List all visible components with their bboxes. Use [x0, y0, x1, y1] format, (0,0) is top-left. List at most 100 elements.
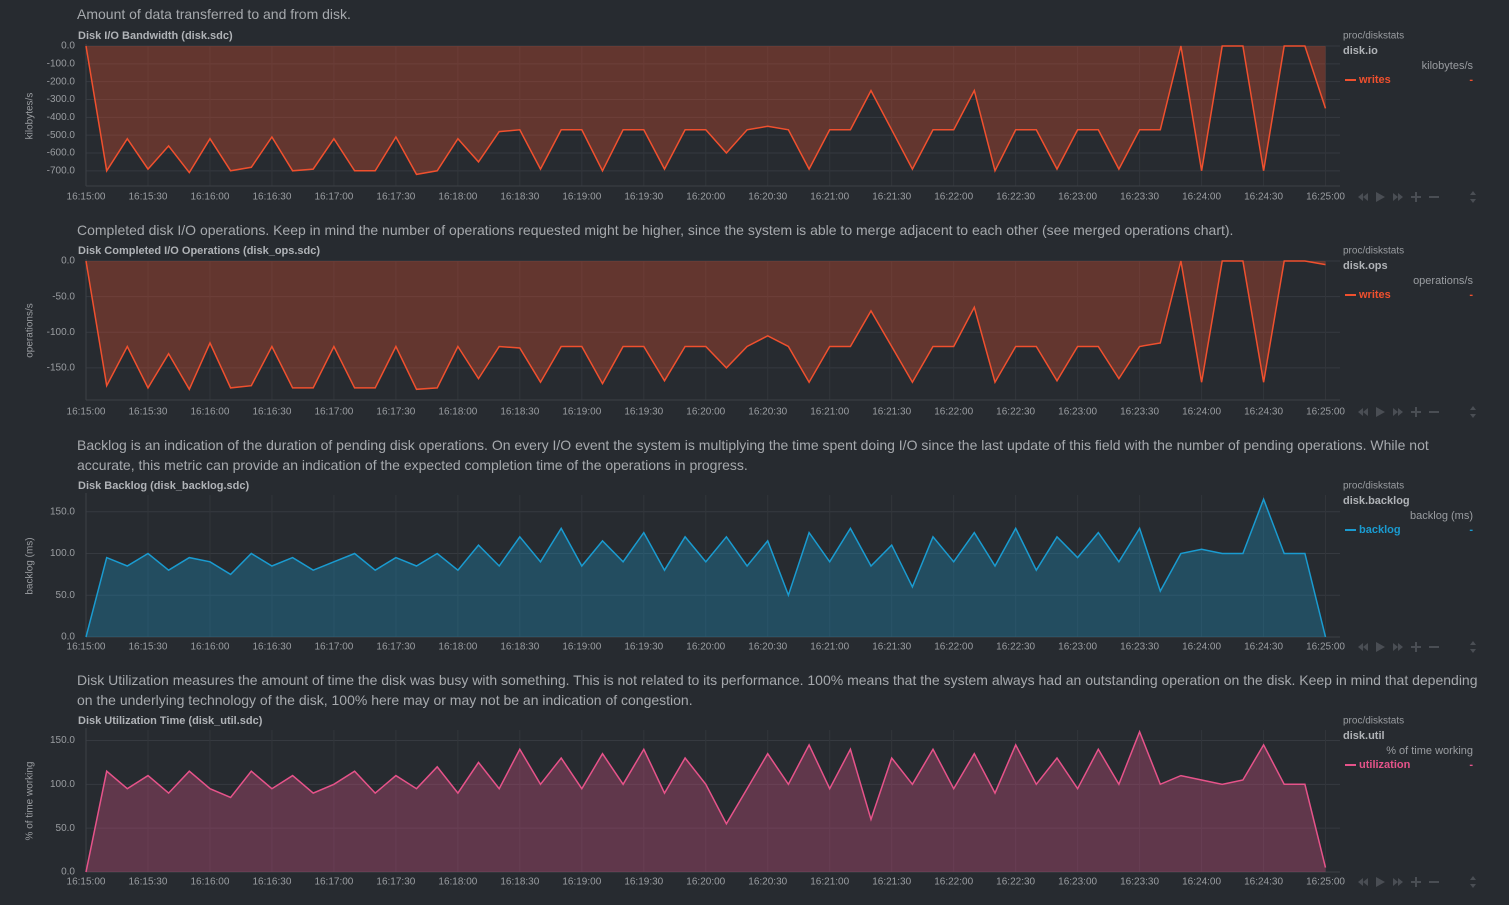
legend-value: - [1469, 289, 1473, 301]
x-tick-label: 16:23:30 [1120, 407, 1159, 418]
y-tick-label: 100.0 [50, 548, 75, 559]
series-area [86, 261, 1326, 390]
pan-right-button[interactable] [1393, 408, 1403, 416]
x-tick-label: 16:22:00 [934, 642, 973, 653]
x-tick-label: 16:23:30 [1120, 192, 1159, 203]
y-tick-label: 0.0 [61, 256, 75, 267]
x-tick-label: 16:17:00 [314, 192, 353, 203]
x-tick-label: 16:22:30 [996, 192, 1035, 203]
y-axis-label: operations/s [25, 303, 36, 357]
x-tick-label: 16:19:30 [624, 407, 663, 418]
x-tick-label: 16:18:30 [500, 407, 539, 418]
x-tick-label: 16:22:30 [996, 877, 1035, 888]
pan-left-button[interactable] [1358, 878, 1368, 886]
x-tick-label: 16:23:00 [1058, 877, 1097, 888]
x-tick-label: 16:19:00 [562, 407, 601, 418]
x-tick-label: 16:20:00 [686, 642, 725, 653]
x-tick-label: 16:20:30 [748, 407, 787, 418]
resize-handle[interactable] [1470, 406, 1476, 418]
legend-entry[interactable]: utilization [1359, 759, 1411, 771]
series-area [86, 46, 1326, 175]
legend-entry[interactable]: writes [1358, 74, 1391, 86]
chart-title: Disk Backlog (disk_backlog.sdc) [78, 480, 250, 492]
x-tick-label: 16:24:00 [1182, 877, 1221, 888]
x-tick-label: 16:19:30 [624, 642, 663, 653]
legend-chart-id: disk.io [1343, 45, 1378, 57]
pan-right-button[interactable] [1393, 193, 1403, 201]
resize-handle[interactable] [1470, 191, 1476, 203]
x-tick-label: 16:22:30 [996, 407, 1035, 418]
play-button[interactable] [1376, 407, 1385, 417]
y-tick-label: -200.0 [47, 76, 76, 87]
zoom-out-button[interactable] [1429, 881, 1439, 883]
x-tick-label: 16:18:00 [438, 642, 477, 653]
x-tick-label: 16:23:00 [1058, 192, 1097, 203]
legend-chart-id: disk.util [1343, 730, 1385, 742]
x-tick-label: 16:23:30 [1120, 877, 1159, 888]
x-tick-label: 16:21:30 [872, 877, 911, 888]
chart-title: Disk Utilization Time (disk_util.sdc) [78, 715, 263, 727]
y-tick-label: 50.0 [56, 823, 76, 834]
x-tick-label: 16:20:00 [686, 877, 725, 888]
legend-units: % of time working [1386, 745, 1473, 757]
zoom-out-button[interactable] [1429, 196, 1439, 198]
y-tick-label: 150.0 [50, 506, 75, 517]
resize-handle[interactable] [1470, 876, 1476, 888]
resize-handle[interactable] [1470, 641, 1476, 653]
x-tick-label: 16:24:00 [1182, 407, 1221, 418]
series-line [85, 497, 1327, 638]
x-tick-label: 16:17:30 [376, 877, 415, 888]
play-button[interactable] [1376, 192, 1385, 202]
zoom-out-button[interactable] [1429, 646, 1439, 648]
x-tick-label: 16:24:00 [1182, 192, 1221, 203]
x-tick-label: 16:18:00 [438, 877, 477, 888]
legend-context: proc/diskstats [1343, 481, 1404, 492]
x-tick-label: 16:24:30 [1244, 192, 1283, 203]
pan-left-button[interactable] [1358, 643, 1368, 651]
x-tick-label: 16:23:00 [1058, 642, 1097, 653]
pan-right-button[interactable] [1393, 643, 1403, 651]
x-tick-label: 16:19:30 [624, 877, 663, 888]
play-button[interactable] [1376, 642, 1385, 652]
x-tick-label: 16:19:30 [624, 192, 663, 203]
x-tick-label: 16:24:30 [1244, 877, 1283, 888]
legend-entry[interactable]: writes [1358, 289, 1391, 301]
x-tick-label: 16:20:30 [748, 877, 787, 888]
y-tick-label: -100.0 [47, 58, 76, 69]
x-tick-label: 16:17:30 [376, 407, 415, 418]
x-tick-label: 16:20:00 [686, 407, 725, 418]
zoom-out-button[interactable] [1429, 411, 1439, 413]
zoom-in-button[interactable] [1411, 877, 1421, 887]
x-tick-label: 16:21:00 [810, 192, 849, 203]
x-tick-label: 16:21:30 [872, 192, 911, 203]
pan-left-button[interactable] [1358, 408, 1368, 416]
x-tick-label: 16:17:30 [376, 642, 415, 653]
pan-left-button[interactable] [1358, 193, 1368, 201]
y-tick-label: -150.0 [47, 363, 76, 374]
x-tick-label: 16:15:00 [67, 192, 106, 203]
chart-title: Disk I/O Bandwidth (disk.sdc) [78, 30, 233, 42]
x-tick-label: 16:18:30 [500, 192, 539, 203]
zoom-in-button[interactable] [1411, 642, 1421, 652]
legend-value: - [1469, 759, 1473, 771]
chart-description: Backlog is an indication of the duration… [77, 437, 1429, 473]
x-tick-label: 16:17:00 [314, 407, 353, 418]
legend-chart-id: disk.ops [1343, 260, 1388, 272]
x-tick-label: 16:15:30 [129, 877, 168, 888]
series-area [86, 499, 1326, 637]
x-tick-label: 16:18:30 [500, 877, 539, 888]
x-tick-label: 16:15:30 [129, 407, 168, 418]
x-tick-label: 16:17:00 [314, 877, 353, 888]
x-tick-label: 16:23:00 [1058, 407, 1097, 418]
series-line [85, 45, 1327, 176]
y-tick-label: -100.0 [47, 327, 76, 338]
x-tick-label: 16:20:00 [686, 192, 725, 203]
zoom-in-button[interactable] [1411, 407, 1421, 417]
pan-right-button[interactable] [1393, 878, 1403, 886]
series-line [85, 260, 1326, 391]
y-axis-label: kilobytes/s [25, 93, 36, 140]
x-tick-label: 16:16:30 [252, 407, 291, 418]
legend-entry[interactable]: backlog [1359, 524, 1401, 536]
zoom-in-button[interactable] [1411, 192, 1421, 202]
play-button[interactable] [1376, 877, 1385, 887]
